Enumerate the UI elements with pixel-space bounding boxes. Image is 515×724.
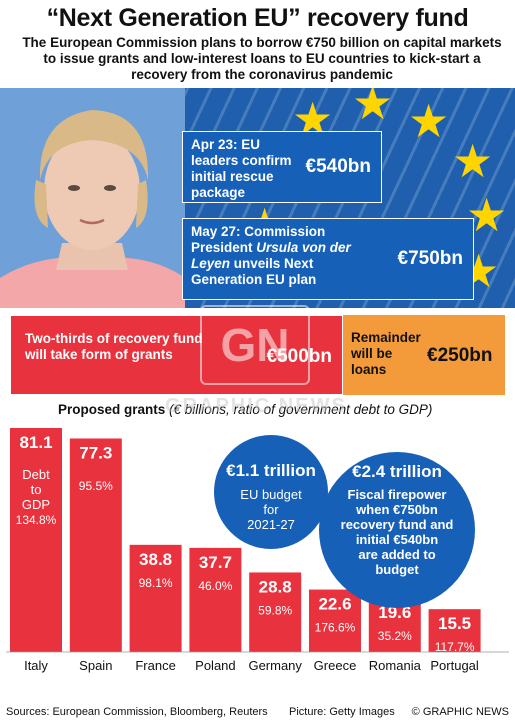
bar — [10, 428, 62, 652]
bubble-fiscal-headline: €2.4 trillion — [352, 462, 442, 481]
category-label: Germany — [248, 658, 302, 673]
bar — [129, 544, 182, 652]
grants-share-box: Two-thirds of recovery fund will take fo… — [10, 315, 343, 395]
bubble-eu-budget — [214, 435, 328, 549]
category-label: France — [135, 658, 175, 673]
loans-share-amount: €250bn — [427, 345, 493, 366]
footer: Sources: European Commission, Bloomberg,… — [6, 706, 509, 722]
grants-heading: Proposed grants (€ billions, ratio of go… — [58, 402, 432, 417]
bar-value-label: 15.5 — [438, 614, 471, 633]
bar-value-label: 81.1 — [19, 433, 52, 452]
bubble-fiscal-firepower — [319, 452, 475, 608]
bar — [249, 572, 302, 652]
callout-next-generation-pre: May 27: Commission President — [191, 224, 326, 255]
bar — [189, 547, 242, 652]
bar — [69, 438, 122, 652]
bar-value-label: 38.8 — [139, 550, 172, 569]
category-label: Romania — [369, 658, 422, 673]
bar — [309, 589, 361, 652]
callout-next-generation: May 27: Commission President Ursula von … — [182, 218, 474, 300]
bar-value-label: 37.7 — [199, 553, 232, 572]
bubble-eu-budget-text: for — [263, 502, 279, 517]
debt-to-gdp-value: 59.8% — [258, 603, 292, 617]
page-title: “Next Generation EU” recovery fund — [46, 4, 469, 32]
callout-initial-text: Apr 23: EU leaders confirm initial rescu… — [191, 137, 292, 200]
page-subtitle: The European Commission plans to borrow … — [22, 35, 502, 82]
debt-to-gdp-value: 46.0% — [198, 579, 232, 593]
debt-label: to — [31, 482, 42, 497]
grants-heading-note: (€ billions, ratio of government debt to… — [165, 402, 433, 417]
category-label: Italy — [24, 658, 48, 673]
callout-initial-package: Apr 23: EU leaders confirm initial rescu… — [182, 131, 382, 203]
debt-to-gdp-value: 176.6% — [315, 621, 356, 635]
portrait-photo — [0, 88, 185, 308]
grants-share-amount: €500bn — [266, 346, 332, 367]
grants-bar-chart: 81.1 Italy 77.3 Spain 38.8 France 37.7 Poland 28… — [6, 428, 509, 673]
callout-next-generation-amount: €750bn — [397, 248, 463, 269]
bubble-fiscal-text: when €750bn — [355, 502, 438, 517]
eu-star-icon: ★ — [408, 95, 450, 147]
eu-star-icon: ★ — [452, 135, 494, 187]
footer-picture-credit: Picture: Getty Images — [289, 706, 395, 718]
grants-share-text: Two-thirds of recovery fund will take fo… — [25, 331, 203, 362]
category-label: Poland — [195, 658, 235, 673]
bubble-fiscal-text: budget — [375, 562, 419, 577]
hero-banner: ★ ★ ★ ★ ★ ★ ★ ★ Apr 23: EU leaders confi… — [0, 88, 515, 308]
bubble-fiscal-text: Fiscal firepower — [348, 487, 447, 502]
debt-to-gdp-value: 35.2% — [378, 629, 412, 643]
debt-to-gdp-value: 117.7% — [435, 640, 475, 654]
callout-next-generation-name: Ursula von der Leyen — [191, 240, 351, 271]
debt-label: Debt — [22, 467, 50, 482]
loans-share-box: Remainder will be loans €250bn — [343, 315, 505, 395]
callout-initial-amount: €540bn — [305, 156, 371, 177]
watermark-text: GRAPHIC NEWS — [165, 395, 347, 417]
footer-sources: Sources: European Commission, Bloomberg,… — [6, 706, 268, 718]
loans-share-text: Remainder will be loans — [351, 330, 421, 377]
bar-value-label: 22.6 — [318, 595, 351, 614]
bubble-fiscal-text: initial €540bn — [356, 532, 438, 547]
callout-next-generation-post: unveils Next Generation EU plan — [191, 256, 317, 287]
bubble-eu-budget-headline: €1.1 trillion — [226, 461, 316, 480]
eu-star-icon: ★ — [352, 88, 394, 129]
category-label: Portugal — [430, 658, 479, 673]
debt-to-gdp-value: 95.5% — [79, 479, 113, 493]
bar-value-label: 28.8 — [259, 577, 292, 596]
debt-to-gdp-value: 134.8% — [16, 513, 57, 527]
bar-value-label: 77.3 — [79, 443, 112, 462]
footer-copyright: © GRAPHIC NEWS — [411, 706, 509, 718]
bubble-fiscal-text: are added to — [358, 547, 435, 562]
debt-to-gdp-value: 98.1% — [139, 576, 173, 590]
category-label: Spain — [79, 658, 112, 673]
category-label: Greece — [314, 658, 357, 673]
watermark-logo: GN — [200, 305, 310, 385]
bar — [428, 609, 481, 652]
grants-heading-bold: Proposed grants — [58, 402, 166, 417]
callout-next-generation-text: May 27: Commission President Ursula von … — [191, 224, 366, 288]
bubble-eu-budget-text: EU budget — [240, 487, 302, 502]
bubble-fiscal-text: recovery fund and — [341, 517, 454, 532]
bubble-eu-budget-text: 2021-27 — [247, 517, 295, 532]
debt-label: GDP — [22, 497, 50, 512]
